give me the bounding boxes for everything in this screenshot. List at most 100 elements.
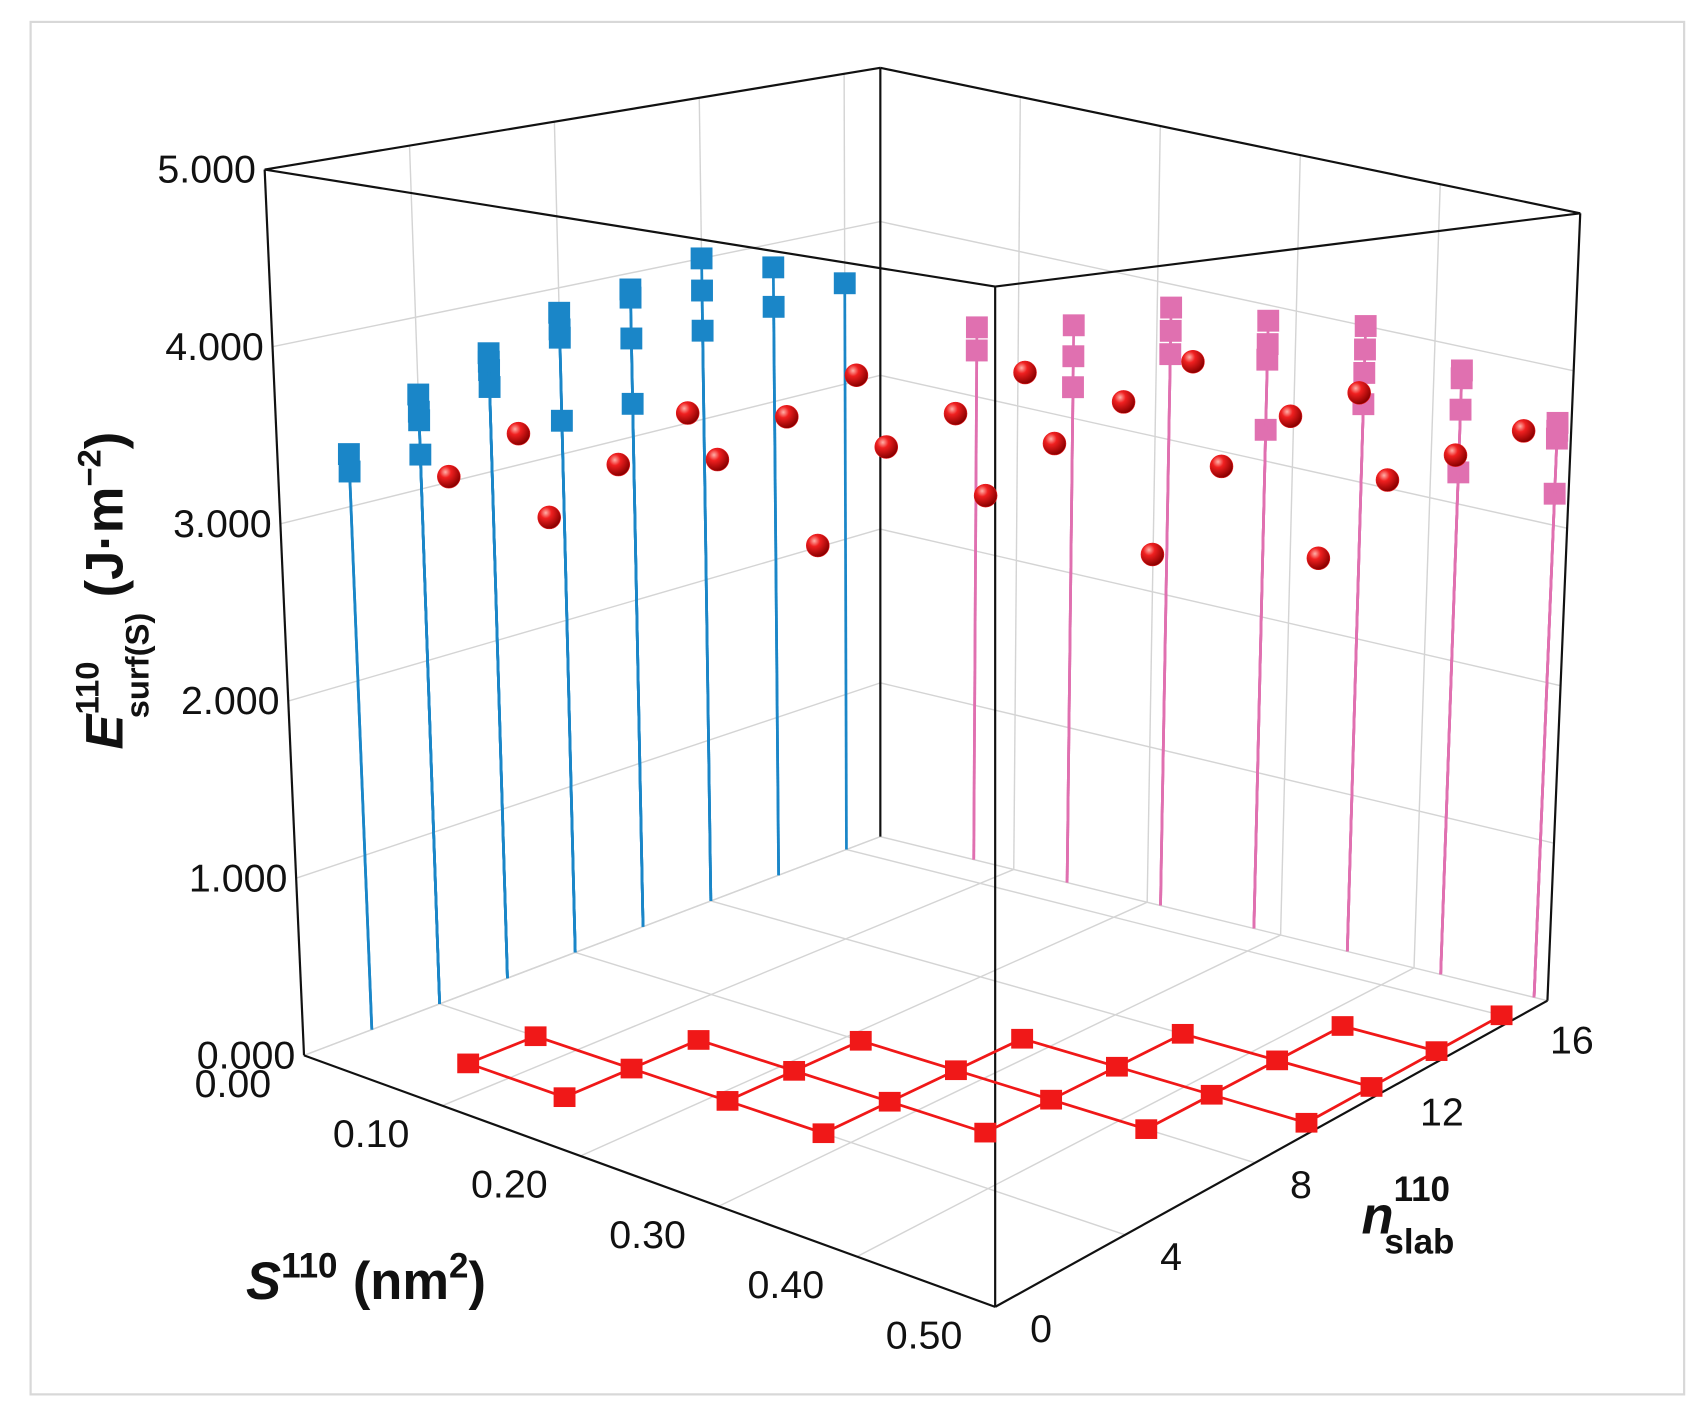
floor-point bbox=[524, 1026, 547, 1047]
wall-n-point bbox=[1062, 314, 1085, 337]
point bbox=[1111, 390, 1136, 414]
floor-point bbox=[944, 1060, 967, 1081]
grid-line bbox=[1146, 126, 1162, 903]
point bbox=[1347, 381, 1371, 405]
box-edge bbox=[880, 66, 1581, 215]
floor-link bbox=[955, 1068, 1052, 1101]
point bbox=[437, 464, 461, 489]
z-axis-title: E110 surf(S)(J·m−2) bbox=[68, 432, 155, 750]
wall-s-point bbox=[621, 392, 644, 415]
z-tick-label: 3.000 bbox=[173, 502, 271, 546]
marks bbox=[337, 247, 1569, 1144]
floor-point bbox=[716, 1091, 739, 1111]
wall-n-point bbox=[1160, 296, 1183, 319]
grid-line bbox=[880, 528, 1561, 687]
floor-point bbox=[1490, 1005, 1513, 1026]
wall-s-point bbox=[548, 326, 571, 349]
box-edge bbox=[264, 168, 996, 288]
floor-point bbox=[1266, 1050, 1289, 1071]
floor-link bbox=[793, 1069, 891, 1104]
wall-s-point bbox=[407, 383, 430, 406]
box-edge bbox=[994, 999, 1548, 1308]
z-tick-label: 5.000 bbox=[157, 148, 255, 192]
floor-point bbox=[812, 1123, 835, 1144]
x-tick-label: 0.50 bbox=[886, 1313, 963, 1357]
wall-s-point bbox=[478, 376, 501, 398]
wall-n-stem bbox=[1532, 422, 1559, 998]
floor-link bbox=[793, 1039, 862, 1073]
x-tick-label: 0.40 bbox=[748, 1263, 825, 1307]
floor-link bbox=[889, 1100, 986, 1134]
wall-n-stem bbox=[1065, 325, 1076, 883]
wall-s-point bbox=[762, 256, 785, 279]
floor-link bbox=[889, 1068, 957, 1103]
box bbox=[263, 66, 1582, 1308]
point bbox=[874, 435, 899, 459]
z-tick-label: 1.000 bbox=[189, 856, 288, 900]
point bbox=[537, 505, 561, 530]
wall-s-point bbox=[833, 272, 856, 295]
floor-link bbox=[467, 1034, 537, 1065]
point bbox=[1042, 431, 1067, 456]
point bbox=[1209, 454, 1234, 479]
floor-link bbox=[1116, 1032, 1184, 1068]
floor-point bbox=[974, 1122, 997, 1143]
wall-n-stem bbox=[1439, 370, 1464, 975]
grid-line bbox=[272, 220, 881, 348]
wall-n-point bbox=[965, 316, 988, 339]
wall-n-point bbox=[1354, 315, 1377, 337]
wall-s-stem bbox=[772, 306, 781, 876]
floor-point bbox=[1171, 1023, 1194, 1044]
floor-point bbox=[620, 1058, 643, 1079]
wall-s-point bbox=[477, 350, 500, 373]
x-tick-label: 0.00 bbox=[195, 1062, 272, 1106]
frame bbox=[29, 20, 1686, 1396]
wall-s-stem bbox=[560, 420, 577, 953]
point bbox=[973, 483, 998, 508]
wall-n-stem bbox=[1159, 307, 1173, 906]
grid-line bbox=[441, 868, 1015, 1107]
floor-point bbox=[1331, 1016, 1354, 1036]
point bbox=[806, 533, 830, 558]
grid-line bbox=[303, 835, 881, 1057]
wall-s-point bbox=[337, 443, 360, 466]
point bbox=[1306, 546, 1331, 571]
y-tick-label: 0 bbox=[1030, 1307, 1052, 1351]
point bbox=[675, 401, 700, 425]
wall-n-stem bbox=[1252, 320, 1270, 929]
wall-s-stem bbox=[348, 471, 374, 1030]
point bbox=[1375, 468, 1400, 492]
box-edge bbox=[1546, 213, 1582, 1001]
floor-link bbox=[1116, 1065, 1213, 1097]
wall-s-point bbox=[619, 286, 642, 309]
point bbox=[1443, 443, 1468, 467]
floor-point bbox=[1425, 1041, 1448, 1061]
wall-s-point bbox=[691, 319, 714, 342]
wall-s-point bbox=[620, 327, 643, 350]
point bbox=[844, 363, 869, 388]
floor-point bbox=[687, 1030, 710, 1050]
floor-link bbox=[860, 1039, 957, 1072]
point bbox=[506, 421, 531, 446]
wall-s-stem bbox=[631, 403, 645, 927]
floor-link bbox=[535, 1034, 632, 1070]
grid bbox=[263, 67, 1581, 1308]
point bbox=[943, 401, 968, 426]
floor-link bbox=[564, 1067, 633, 1099]
z-tick-label: 4.000 bbox=[165, 325, 264, 369]
wall-n-stem bbox=[1345, 325, 1368, 952]
floor-link bbox=[955, 1037, 1023, 1072]
grid-line bbox=[280, 374, 881, 525]
box-edge bbox=[263, 169, 306, 1056]
floor-point bbox=[553, 1087, 576, 1108]
wall-s-stem bbox=[701, 330, 713, 901]
wall-s-stem bbox=[843, 283, 848, 850]
x-tick-label: 0.30 bbox=[609, 1213, 686, 1257]
y-tick-label: 8 bbox=[1290, 1163, 1312, 1207]
labels: E110 surf(S)(J·m−2) S110 (nm2) n110 slab 0.… bbox=[68, 148, 1593, 1358]
floor-link bbox=[1211, 1093, 1307, 1125]
x-tick-label: 0.20 bbox=[471, 1163, 548, 1207]
floor-point bbox=[849, 1030, 872, 1051]
floor-link bbox=[727, 1099, 824, 1135]
y-tick-label: 16 bbox=[1550, 1019, 1594, 1063]
